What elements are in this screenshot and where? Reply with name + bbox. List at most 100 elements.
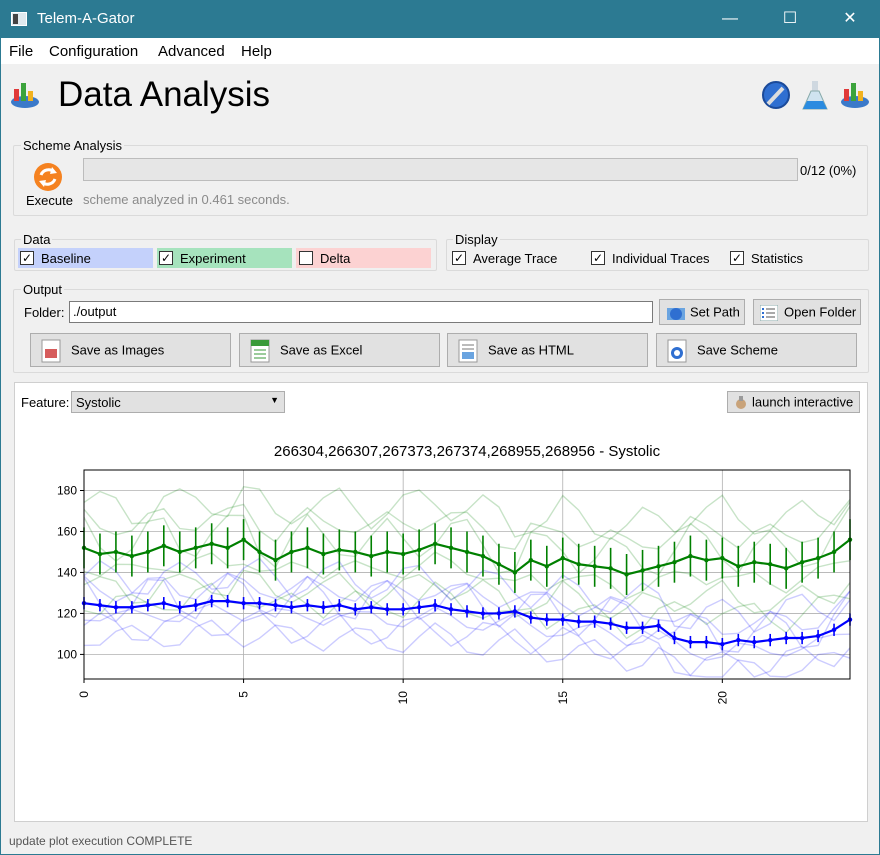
- save-as-excel-button[interactable]: Save as Excel: [239, 333, 440, 367]
- systolic-chart[interactable]: 266304,266307,267373,267374,268955,26895…: [15, 433, 867, 723]
- data-point: [688, 639, 693, 645]
- data-point: [241, 600, 246, 606]
- title-bar[interactable]: Telem-A-Gator — ☐ ✕: [1, 1, 879, 38]
- data-point: [640, 625, 645, 630]
- data-point: [145, 603, 151, 608]
- data-point: [480, 553, 486, 559]
- delta-label: Delta: [320, 251, 351, 266]
- data-point: [544, 617, 549, 622]
- data-point: [257, 549, 262, 555]
- output-group: [13, 289, 869, 373]
- experiment-label: Experiment: [180, 251, 246, 266]
- data-point: [113, 549, 119, 555]
- data-point: [528, 557, 534, 563]
- launch-interactive-button[interactable]: launch interactive: [727, 391, 860, 413]
- data-point: [672, 560, 677, 565]
- data-point: [480, 611, 486, 616]
- data-point: [688, 553, 693, 559]
- data-point: [257, 600, 262, 606]
- list-icon: [760, 305, 778, 321]
- data-point: [815, 633, 821, 639]
- data-point: [448, 545, 454, 551]
- data-point: [815, 555, 821, 561]
- data-point: [608, 566, 613, 571]
- average-trace-checkbox[interactable]: ✓: [452, 251, 466, 265]
- individual-trace: [83, 557, 851, 633]
- y-tick-label: 120: [57, 606, 77, 620]
- delta-checkbox[interactable]: [299, 251, 313, 265]
- data-point: [337, 547, 342, 553]
- data-point: [369, 553, 374, 559]
- progress-bar: [83, 158, 798, 181]
- python-icon: [736, 396, 746, 409]
- folder-label: Folder:: [24, 305, 65, 320]
- statistics-checkbox[interactable]: ✓: [730, 251, 744, 265]
- experiment-checkbox[interactable]: ✓: [159, 251, 173, 265]
- menu-help[interactable]: Help: [241, 43, 272, 60]
- individual-traces: [83, 485, 851, 678]
- y-tick-label: 160: [57, 524, 77, 538]
- menu-file[interactable]: File: [9, 43, 34, 60]
- chart-icon[interactable]: [839, 79, 871, 111]
- html-file-icon: [458, 339, 478, 363]
- data-point: [496, 562, 502, 567]
- data-point: [225, 598, 230, 604]
- average-trace-label: Average Trace: [473, 251, 558, 266]
- data-point: [241, 537, 246, 542]
- data-point: [528, 615, 534, 620]
- data-point: [145, 549, 151, 555]
- save-scheme-button[interactable]: Save Scheme: [656, 333, 857, 367]
- data-point: [464, 609, 470, 614]
- data-point: [209, 541, 214, 546]
- flask-icon[interactable]: [802, 79, 828, 111]
- save-as-html-button[interactable]: Save as HTML: [447, 333, 648, 367]
- data-point: [768, 637, 773, 643]
- window-title: Telem-A-Gator: [37, 10, 135, 27]
- execute-button[interactable]: Execute: [26, 193, 73, 208]
- data-point: [799, 560, 805, 565]
- close-button[interactable]: ✕: [843, 10, 857, 27]
- set-path-button[interactable]: Set Path: [659, 299, 745, 325]
- experiment-swatch: [157, 248, 292, 268]
- data-group-title: Data: [21, 232, 53, 247]
- baseline-checkbox[interactable]: ✓: [20, 251, 34, 265]
- maximize-button[interactable]: ☐: [782, 10, 798, 27]
- folder-input[interactable]: ./output: [69, 301, 653, 323]
- data-point: [97, 603, 103, 608]
- menu-advanced[interactable]: Advanced: [158, 43, 225, 60]
- progress-text: 0/12 (0%): [800, 163, 857, 178]
- data-point: [704, 639, 709, 645]
- scheme-analysis-group: [13, 145, 868, 216]
- data-point: [799, 635, 805, 641]
- baseline-swatch: [18, 248, 153, 268]
- individual-traces-checkbox[interactable]: ✓: [591, 251, 605, 265]
- feature-select[interactable]: Systolic ▼: [71, 391, 285, 413]
- wrench-globe-icon[interactable]: [761, 80, 791, 110]
- data-group: [14, 239, 437, 271]
- x-tick-label: 10: [396, 691, 410, 705]
- data-point: [289, 605, 294, 610]
- data-point: [512, 609, 518, 614]
- individual-trace: [83, 569, 851, 620]
- data-point: [831, 549, 837, 555]
- scheme-analysis-title: Scheme Analysis: [21, 138, 124, 153]
- data-point: [113, 605, 119, 610]
- minimize-button[interactable]: —: [722, 10, 738, 27]
- data-point: [608, 621, 613, 626]
- refresh-icon[interactable]: [32, 161, 64, 193]
- data-point: [783, 635, 789, 641]
- save-as-images-button[interactable]: Save as Images: [30, 333, 231, 367]
- data-point: [177, 549, 182, 555]
- menu-configuration[interactable]: Configuration: [49, 43, 139, 60]
- open-folder-button[interactable]: Open Folder: [753, 299, 861, 325]
- data-point: [576, 619, 581, 624]
- data-point: [496, 611, 502, 616]
- data-point: [273, 557, 278, 563]
- data-point: [656, 564, 661, 569]
- y-tick-label: 140: [57, 565, 77, 579]
- x-tick-label: 20: [715, 691, 729, 705]
- data-point: [129, 553, 135, 559]
- individual-trace: [83, 572, 851, 636]
- save-scheme-icon: [667, 339, 687, 363]
- data-point: [385, 549, 390, 555]
